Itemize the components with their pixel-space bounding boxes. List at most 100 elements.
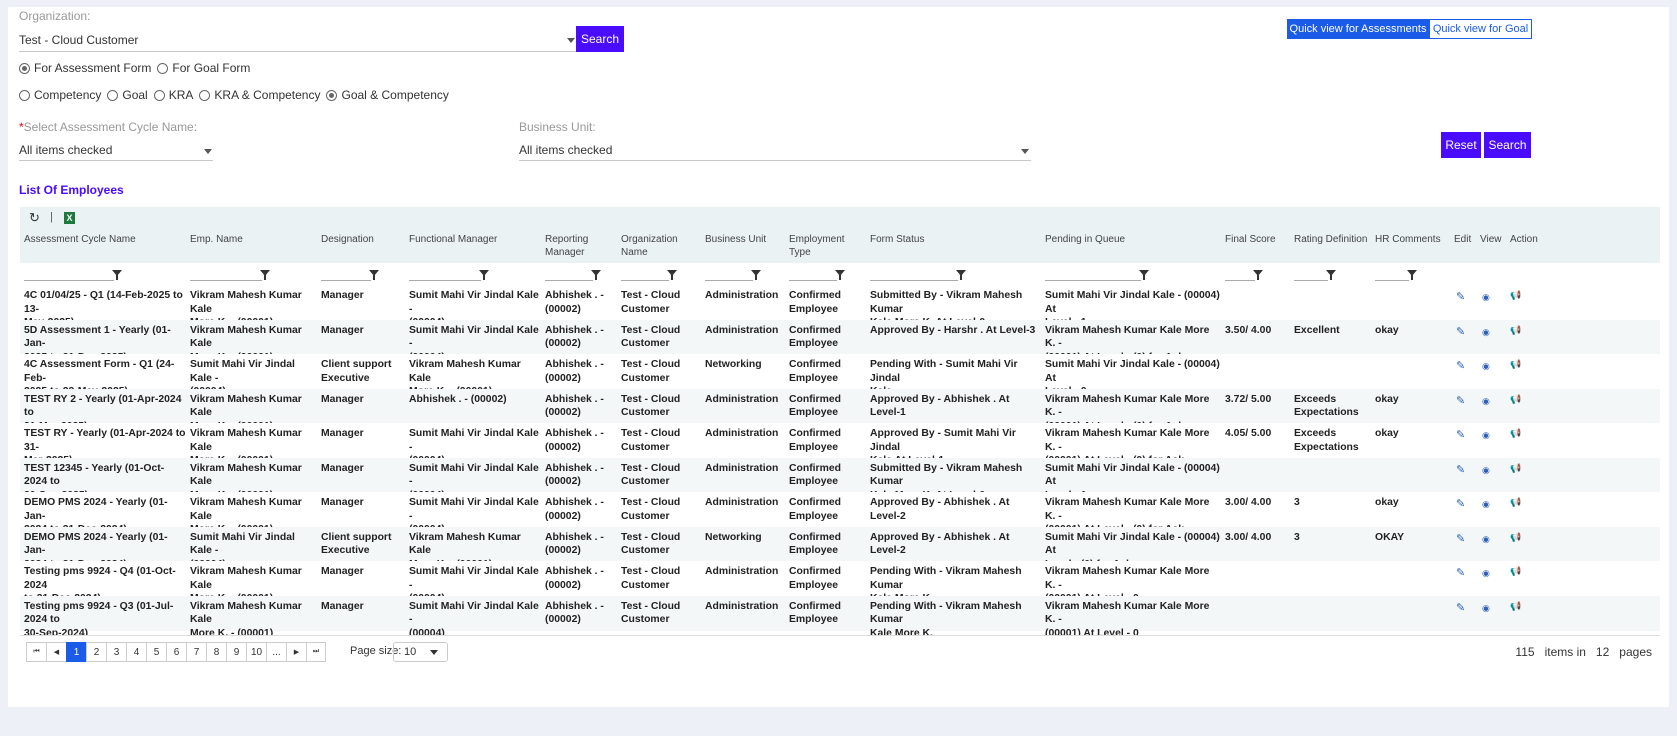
filter-input[interactable]	[621, 280, 669, 281]
filter-icon[interactable]	[112, 270, 122, 280]
megaphone-icon[interactable]: 📢	[1510, 359, 1522, 369]
column-header[interactable]: Final Score	[1225, 233, 1276, 246]
table-row[interactable]: 4C 01/04/25 - Q1 (14-Feb-2025 to 13-May-…	[20, 285, 1660, 328]
radio-assessment-form[interactable]: For Assessment Form	[19, 61, 151, 75]
prev-page-button[interactable]: ◀	[46, 642, 66, 662]
radio-goal[interactable]: Goal	[107, 88, 148, 102]
radio-kra-competency[interactable]: KRA & Competency	[199, 88, 320, 102]
column-header[interactable]: Action	[1510, 233, 1538, 246]
eye-icon[interactable]: ◉	[1482, 499, 1490, 509]
column-header[interactable]: Reporting Manager	[545, 233, 588, 259]
business-unit-dropdown[interactable]: All items checked	[519, 143, 613, 157]
radio-kra[interactable]: KRA	[153, 88, 193, 102]
megaphone-icon[interactable]: 📢	[1510, 566, 1522, 576]
filter-icon[interactable]	[1407, 270, 1417, 280]
filter-icon[interactable]	[1139, 270, 1149, 280]
eye-icon[interactable]: ◉	[1482, 430, 1490, 440]
edit-icon[interactable]: ✎	[1456, 325, 1466, 338]
filter-input[interactable]	[870, 280, 958, 281]
edit-icon[interactable]: ✎	[1456, 394, 1466, 407]
page-button[interactable]: ...	[266, 642, 286, 662]
filter-input[interactable]	[409, 280, 481, 281]
radio-checked-icon[interactable]	[19, 62, 30, 74]
page-button[interactable]: 6	[166, 642, 186, 662]
column-header[interactable]: Designation	[321, 233, 374, 246]
edit-icon[interactable]: ✎	[1456, 360, 1466, 372]
filter-input[interactable]	[321, 280, 371, 281]
filter-icon[interactable]	[1253, 270, 1263, 280]
table-row[interactable]: 4C Assessment Form - Q1 (24-Feb-2025 to …	[20, 354, 1660, 397]
chevron-down-icon[interactable]	[204, 149, 212, 154]
page-button[interactable]: 5	[146, 642, 166, 662]
filter-icon[interactable]	[369, 270, 379, 280]
edit-icon[interactable]: ✎	[1456, 567, 1466, 579]
edit-icon[interactable]: ✎	[1456, 463, 1466, 476]
column-header[interactable]: HR Comments	[1375, 233, 1441, 246]
eye-icon[interactable]: ◉	[1482, 326, 1490, 337]
megaphone-icon[interactable]: 📢	[1510, 462, 1522, 473]
radio-unchecked-icon[interactable]	[157, 62, 169, 74]
eye-icon[interactable]: ◉	[1482, 602, 1490, 613]
megaphone-icon[interactable]: 📢	[1510, 290, 1522, 300]
filter-input[interactable]	[705, 280, 753, 281]
organization-dropdown[interactable]: Test - Cloud Customer	[19, 33, 139, 47]
page-button[interactable]: 3	[106, 642, 126, 662]
filter-icon[interactable]	[956, 270, 966, 280]
filter-icon[interactable]	[835, 270, 845, 280]
page-button[interactable]: 1	[66, 642, 86, 662]
megaphone-icon[interactable]: 📢	[1510, 428, 1522, 438]
filter-input[interactable]	[1045, 280, 1141, 281]
eye-icon[interactable]: ◉	[1482, 361, 1490, 371]
table-row[interactable]: DEMO PMS 2024 - Yearly (01-Jan-2024 to 3…	[20, 526, 1660, 570]
page-button[interactable]: 7	[186, 642, 206, 662]
radio-checked-icon[interactable]	[326, 89, 338, 101]
page-button[interactable]: 9	[226, 642, 246, 662]
page-button[interactable]: 8	[206, 642, 226, 662]
eye-icon[interactable]: ◉	[1482, 464, 1490, 475]
cycle-dropdown[interactable]: All items checked	[19, 143, 113, 157]
filter-input[interactable]	[1375, 280, 1409, 281]
table-row[interactable]: TEST RY - Yearly (01-Apr-2024 to 31-Mar-…	[20, 423, 1660, 466]
column-header[interactable]: Form Status	[870, 233, 924, 246]
table-row[interactable]: 5D Assessment 1 - Yearly (01-Jan-2025 to…	[20, 319, 1660, 363]
filter-input[interactable]	[24, 280, 114, 281]
column-header[interactable]: Emp. Name	[190, 233, 243, 246]
column-header[interactable]: Assessment Cycle Name	[24, 233, 136, 246]
megaphone-icon[interactable]: 📢	[1510, 324, 1522, 335]
chevron-down-icon[interactable]	[567, 38, 575, 43]
table-row[interactable]: DEMO PMS 2024 - Yearly (01-Jan-2024 to 3…	[20, 492, 1660, 535]
megaphone-icon[interactable]: 📢	[1510, 531, 1522, 542]
filter-icon[interactable]	[1326, 270, 1336, 280]
radio-unchecked-icon[interactable]	[199, 89, 211, 101]
radio-unchecked-icon[interactable]	[107, 89, 119, 101]
edit-icon[interactable]: ✎	[1456, 498, 1466, 510]
filter-icon[interactable]	[591, 270, 601, 280]
filter-icon[interactable]	[667, 270, 677, 280]
column-header[interactable]: Organization Name	[621, 233, 678, 259]
table-row[interactable]: TEST RY 2 - Yearly (01-Apr-2024 to31-Mar…	[20, 388, 1660, 432]
org-search-button[interactable]: Search	[576, 26, 624, 52]
page-size-select[interactable]: 10	[393, 642, 448, 662]
radio-goal-form[interactable]: For Goal Form	[157, 61, 250, 75]
edit-icon[interactable]: ✎	[1456, 291, 1466, 303]
filter-input[interactable]	[1225, 280, 1255, 281]
megaphone-icon[interactable]: 📢	[1510, 497, 1522, 507]
column-header[interactable]: View	[1480, 233, 1502, 246]
edit-icon[interactable]: ✎	[1456, 601, 1466, 614]
quick-view-goal-button[interactable]: Quick view for Goal	[1429, 19, 1532, 39]
table-row[interactable]: Testing pms 9924 - Q3 (01-Jul-2024 to 30-…	[20, 595, 1660, 639]
radio-competency[interactable]: Competency	[19, 88, 101, 102]
quick-view-assessments-button[interactable]: Quick view for Assessments	[1287, 19, 1429, 39]
radio-unchecked-icon[interactable]	[19, 89, 30, 101]
filter-icon[interactable]	[260, 270, 270, 280]
last-page-button[interactable]: ⏭	[306, 642, 326, 662]
chevron-down-icon[interactable]	[1021, 149, 1029, 154]
filter-input[interactable]	[190, 280, 262, 281]
filter-input[interactable]	[545, 280, 593, 281]
edit-icon[interactable]: ✎	[1456, 429, 1466, 441]
table-row[interactable]: TEST 12345 - Yearly (01-Oct-2024 to30-Se…	[20, 457, 1660, 501]
megaphone-icon[interactable]: 📢	[1510, 600, 1522, 611]
column-header[interactable]: Pending in Queue	[1045, 233, 1125, 246]
refresh-icon[interactable]: ↻	[29, 210, 40, 225]
